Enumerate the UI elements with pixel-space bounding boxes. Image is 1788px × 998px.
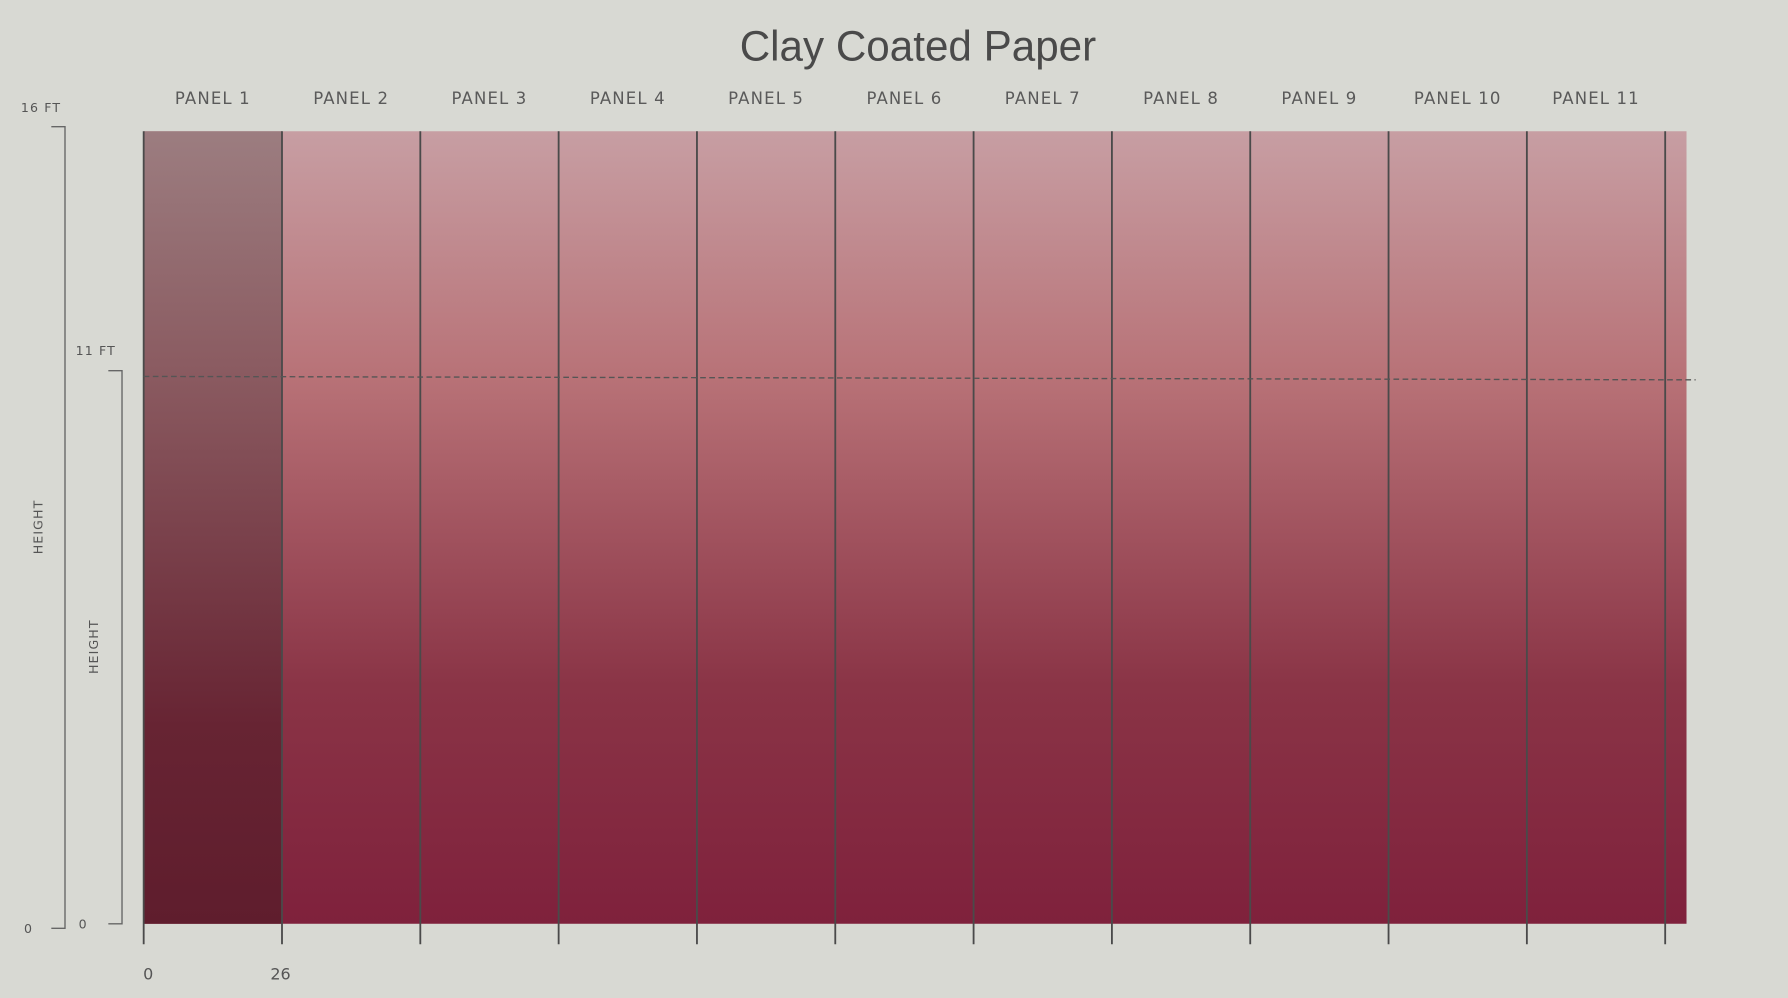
ruler-label: HEIGHT: [86, 619, 101, 674]
ruler-bottom: 0: [79, 916, 88, 931]
panels: PANEL 1 PANEL 2 PANEL 3 PANEL 4 PANEL 5 PANEL…: [142, 89, 1687, 945]
panel-label: PANEL 3: [452, 89, 528, 108]
ruler-top: 11 FT: [76, 343, 116, 358]
ruler-label: HEIGHT: [30, 500, 45, 555]
panel-label: PANEL 10: [1414, 89, 1502, 108]
panel-label: PANEL 2: [313, 89, 389, 108]
panel-label: PANEL 11: [1552, 89, 1640, 108]
ruler-bottom: 0: [24, 921, 33, 936]
panel-label: PANEL 4: [590, 89, 666, 108]
panel-label: PANEL 7: [1005, 89, 1081, 108]
panel-label: PANEL 6: [866, 89, 942, 108]
panel-label: PANEL 9: [1281, 89, 1357, 108]
panel-preview: [143, 131, 282, 924]
height-guide: [143, 375, 1696, 381]
panel-area: [143, 131, 1687, 924]
title: Clay Coated Paper: [740, 22, 1096, 69]
panel-label: PANEL 1: [175, 89, 251, 108]
ruler: [51, 126, 66, 930]
ruler: [108, 370, 123, 925]
panel-label: PANEL 5: [728, 89, 804, 108]
panel-label: PANEL 8: [1143, 89, 1219, 108]
width-label: 26: [270, 965, 290, 984]
ruler-top: 16 FT: [21, 100, 61, 115]
width-label: 0: [143, 965, 153, 984]
